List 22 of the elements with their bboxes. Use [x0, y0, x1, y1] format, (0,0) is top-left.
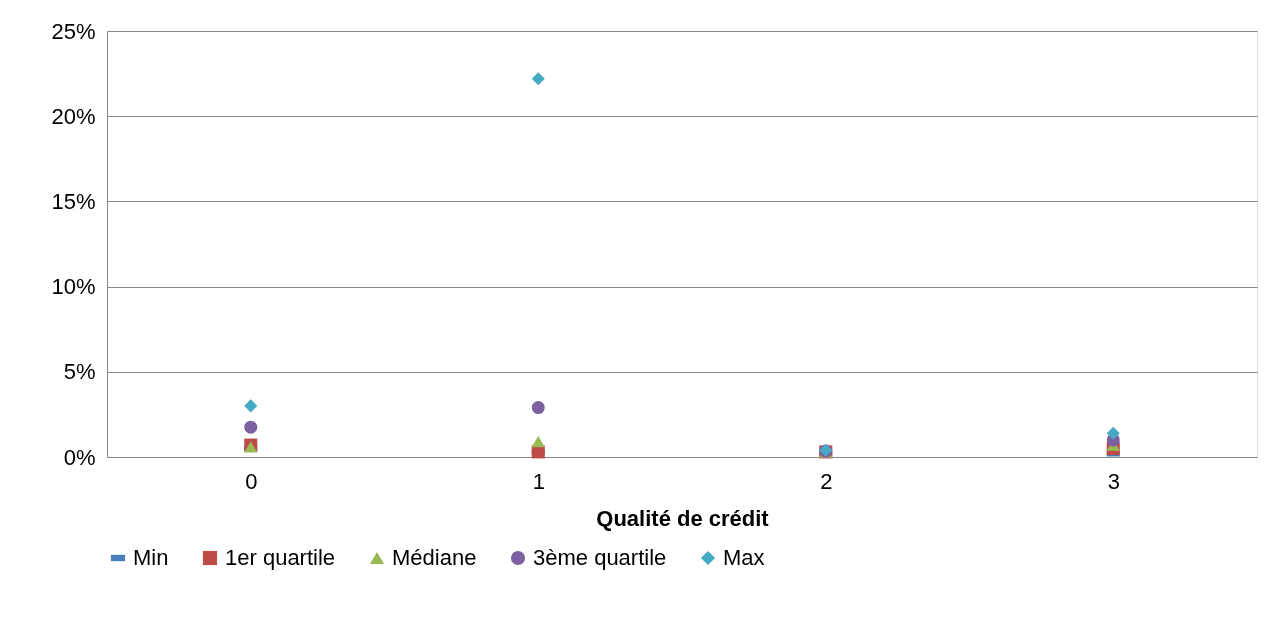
point [244, 420, 258, 434]
legend-label: 1er quartile [225, 545, 336, 570]
x-tick-label: 2 [820, 468, 833, 494]
y-tick-label: 10% [51, 274, 96, 300]
legend-label: Médiane [392, 545, 477, 570]
point [1106, 426, 1120, 440]
legend-label: 3ème quartile [533, 545, 667, 570]
x-tick-label: 3 [1107, 468, 1120, 494]
legend-label: Max [723, 545, 765, 570]
y-tick-label: 15% [51, 188, 96, 214]
y-tick-label: 20% [51, 103, 96, 129]
point [244, 399, 258, 413]
legend-label: Min [133, 545, 169, 570]
point [531, 401, 545, 415]
y-tick-label: 25% [51, 18, 96, 44]
x-tick-label: 0 [245, 468, 258, 494]
y-tick-label: 0% [63, 444, 96, 470]
x-axis-title: Qualité de crédit [596, 505, 770, 531]
x-tick-label: 1 [532, 468, 545, 494]
point [531, 436, 545, 448]
point [531, 72, 545, 86]
y-tick-label: 5% [63, 359, 96, 385]
